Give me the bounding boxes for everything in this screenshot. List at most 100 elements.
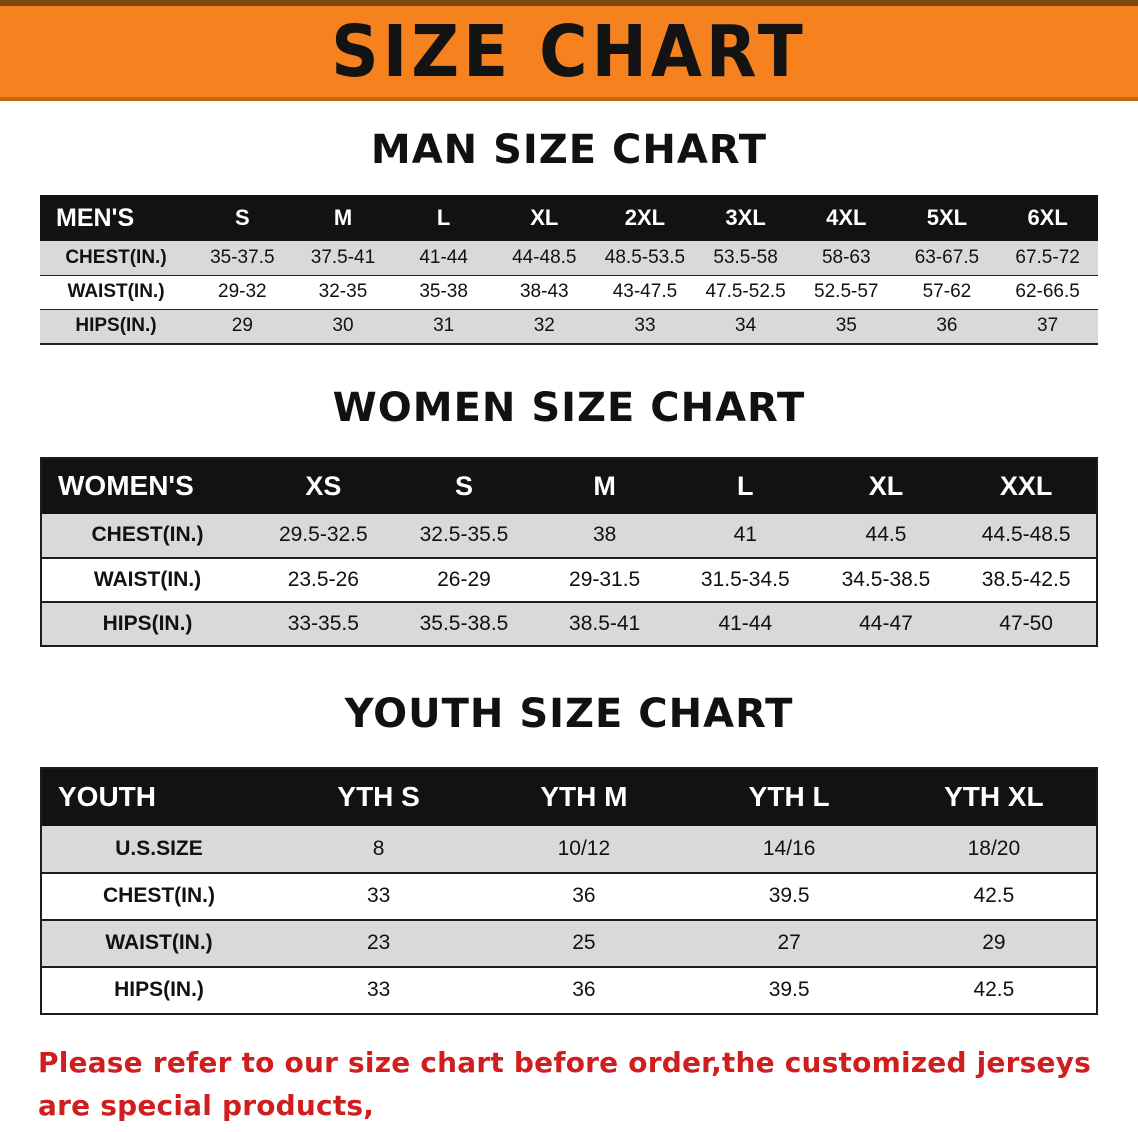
table-title-cell: MEN'S xyxy=(40,195,192,241)
table-row: WAIST(IN.) 29-32 32-35 35-38 38-43 43-47.5 47.… xyxy=(40,275,1098,309)
data-cell: 32.5-35.5 xyxy=(419,523,509,546)
data-cell: 44.5 xyxy=(865,523,907,546)
disclaimer-line-1: Please refer to our size chart before or… xyxy=(38,1045,1092,1122)
data-cell: 41-44 xyxy=(419,246,468,268)
youth-size-table: YOUTH YTH S YTH M YTH L YTH XL U.S.SIZE 8 10/12… xyxy=(40,766,1098,1015)
size-header-cell: XXL xyxy=(956,457,1097,514)
disclaimer-line-2: we don't accept cancel, change, teturn o… xyxy=(38,1127,1100,1132)
data-cell: 33 xyxy=(634,315,656,336)
size-header-cell: L xyxy=(393,195,494,241)
data-cell: 29-31.5 xyxy=(569,567,641,591)
row-label: U.S.SIZE xyxy=(115,836,203,860)
data-cell: 29-32 xyxy=(218,281,267,302)
women-size-table: WOMEN'S XS S M L XL XXL CHEST(IN.) 29.5-32.5 32.5… xyxy=(40,456,1098,647)
row-label: HIPS(IN.) xyxy=(102,611,193,635)
size-chart-banner: SIZE CHART xyxy=(0,0,1138,101)
disclaimer-text: Please refer to our size chart before or… xyxy=(38,1041,1100,1132)
size-header-cell: 5XL xyxy=(896,195,998,241)
table-row: CHEST(IN.) 29.5-32.5 32.5-35.5 38 41 44.5 44.5… xyxy=(41,513,1097,558)
size-header-cell: 4XL xyxy=(795,195,897,241)
table-row: CHEST(IN.) 35-37.5 37.5-41 41-44 44-48.5 48.5… xyxy=(40,241,1098,275)
data-cell: 34 xyxy=(735,315,757,336)
data-cell: 8 xyxy=(372,836,385,860)
size-header-cell: 3XL xyxy=(695,195,796,241)
data-cell: 43-47.5 xyxy=(612,281,678,302)
data-cell: 44.5-48.5 xyxy=(981,523,1071,546)
row-label: CHEST(IN.) xyxy=(103,884,215,907)
data-cell: 52.5-57 xyxy=(814,281,879,302)
data-cell: 27 xyxy=(777,931,801,954)
women-section-heading: WOMEN SIZE CHART xyxy=(332,384,806,431)
row-label: WAIST(IN.) xyxy=(93,567,202,591)
size-header-cell: XL xyxy=(493,195,595,241)
table-header-row: WOMEN'S XS S M L XL XXL xyxy=(41,457,1097,514)
size-header-cell: M xyxy=(534,457,675,514)
row-label: WAIST(IN.) xyxy=(105,931,213,954)
size-header-cell: L xyxy=(674,457,816,514)
data-cell: 38-43 xyxy=(519,281,569,302)
data-cell: 53.5-58 xyxy=(713,246,778,268)
data-cell: 30 xyxy=(332,315,354,336)
data-cell: 33-35.5 xyxy=(287,611,359,635)
data-cell: 39.5 xyxy=(768,978,810,1001)
data-cell: 67.5-72 xyxy=(1015,246,1080,268)
data-cell: 35-38 xyxy=(419,281,468,302)
section-women-size-chart: WOMEN SIZE CHART WOMEN'S XS S M L XL XXL CHEST(… xyxy=(0,385,1138,647)
data-cell: 38.5-42.5 xyxy=(981,567,1071,591)
row-label: HIPS(IN.) xyxy=(75,315,157,336)
size-header-cell: S xyxy=(393,457,535,514)
row-label: CHEST(IN.) xyxy=(91,523,204,546)
size-header-cell: XL xyxy=(815,457,957,514)
table-row: HIPS(IN.) 33 36 39.5 42.5 xyxy=(41,966,1097,1014)
table-row: HIPS(IN.) 33-35.5 35.5-38.5 38.5-41 41-44 44-… xyxy=(41,601,1097,646)
data-cell: 10/12 xyxy=(557,836,611,860)
table-title-cell: WOMEN'S xyxy=(41,457,253,514)
men-section-heading: MAN SIZE CHART xyxy=(370,127,768,173)
row-label: CHEST(IN.) xyxy=(65,246,167,268)
data-cell: 35.5-38.5 xyxy=(419,611,509,635)
men-size-table: MEN'S S M L XL 2XL 3XL 4XL 5XL 6XL CHEST(IN.) 35-37… xyxy=(40,195,1098,345)
data-cell: 37.5-41 xyxy=(310,246,376,268)
data-cell: 23 xyxy=(366,931,391,954)
size-header-cell: YTH XL xyxy=(891,767,1097,826)
data-cell: 36 xyxy=(572,978,596,1001)
size-header-cell: XS xyxy=(253,457,394,514)
size-header-cell: 6XL xyxy=(997,195,1098,241)
data-cell: 62-66.5 xyxy=(1015,281,1080,302)
data-cell: 36 xyxy=(936,315,958,336)
data-cell: 31 xyxy=(433,315,455,336)
data-cell: 29 xyxy=(982,931,1006,954)
table-row: CHEST(IN.) 33 36 39.5 42.5 xyxy=(41,872,1097,920)
data-cell: 26-29 xyxy=(437,567,491,591)
data-cell: 35-37.5 xyxy=(210,246,275,268)
data-cell: 58-63 xyxy=(821,246,871,268)
section-youth-size-chart: YOUTH SIZE CHART YOUTH YTH S YTH M YTH L YTH… xyxy=(0,691,1138,1015)
data-cell: 14/16 xyxy=(762,836,816,860)
section-men-size-chart: MAN SIZE CHART MEN'S S M L XL 2XL 3XL 4XL 5XL 6XL… xyxy=(0,127,1138,345)
page-title: SIZE CHART xyxy=(331,9,807,94)
data-cell: 35 xyxy=(835,315,857,336)
size-table: WOMEN'S XS S M L XL XXL CHEST(IN.) 29.5-32.5 32.5… xyxy=(40,456,1098,647)
table-title-cell: YOUTH xyxy=(41,767,276,826)
size-table: MEN'S S M L XL 2XL 3XL 4XL 5XL 6XL CHEST(IN.) 35-37… xyxy=(40,195,1098,344)
data-cell: 36 xyxy=(572,884,596,907)
data-cell: 29 xyxy=(231,315,253,336)
data-cell: 41 xyxy=(733,523,757,546)
data-cell: 38.5-41 xyxy=(569,611,641,635)
data-cell: 42.5 xyxy=(973,884,1015,907)
data-cell: 33 xyxy=(366,884,391,907)
data-cell: 37 xyxy=(1037,315,1059,336)
table-row: HIPS(IN.) 29 30 31 32 33 34 35 36 37 xyxy=(40,309,1098,343)
size-header-cell: YTH S xyxy=(276,767,482,826)
data-cell: 34.5-38.5 xyxy=(841,567,931,591)
size-header-cell: YTH M xyxy=(481,767,687,826)
size-header-cell: M xyxy=(292,195,394,241)
table-row: WAIST(IN.) 23.5-26 26-29 29-31.5 31.5-34.5 34… xyxy=(41,557,1097,602)
data-cell: 44-48.5 xyxy=(512,246,577,268)
data-cell: 32-35 xyxy=(318,281,368,302)
data-cell: 18/20 xyxy=(967,836,1021,860)
data-cell: 47-50 xyxy=(999,611,1053,635)
data-cell: 29.5-32.5 xyxy=(278,523,368,546)
size-header-cell: 2XL xyxy=(594,195,696,241)
data-cell: 33 xyxy=(366,978,391,1001)
